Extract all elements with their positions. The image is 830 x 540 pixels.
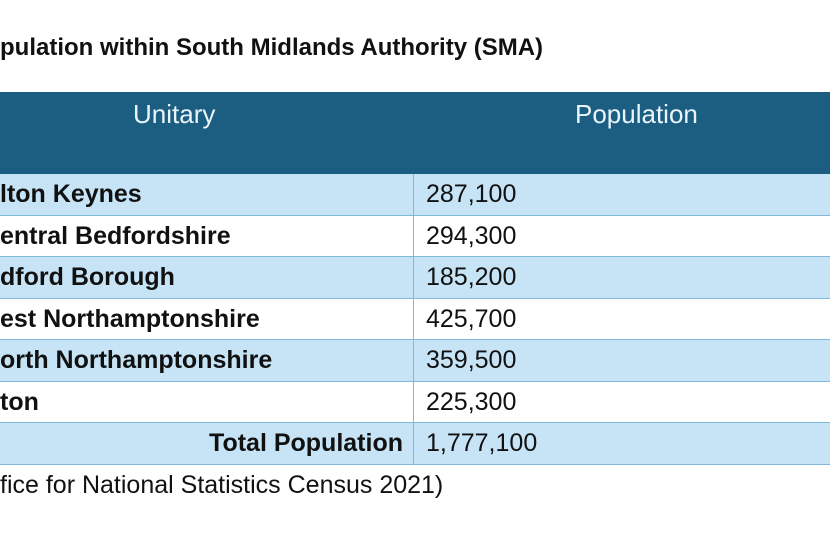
table-row: ton 225,300 xyxy=(0,381,830,423)
table-row: lton Keynes 287,100 xyxy=(0,174,830,216)
header-unitary: Unitary xyxy=(133,99,216,129)
population-cell: 425,700 xyxy=(426,304,517,333)
population-table: Unitary Population lton Keynes 287,100 en… xyxy=(0,92,830,465)
unitary-cell: dford Borough xyxy=(0,257,414,298)
unitary-cell: lton Keynes xyxy=(0,174,414,215)
total-label: Total Population xyxy=(0,423,414,464)
header-population: Population xyxy=(575,99,698,129)
total-value: 1,777,100 xyxy=(426,429,538,457)
table-title: pulation within South Midlands Authority… xyxy=(0,34,544,61)
population-cell: 359,500 xyxy=(426,346,517,374)
table-row: orth Northamptonshire 359,500 xyxy=(0,340,830,382)
total-row: Total Population 1,777,100 xyxy=(0,423,830,465)
unitary-cell: ton xyxy=(0,381,414,422)
table-row: dford Borough 185,200 xyxy=(0,257,830,299)
population-cell: 185,200 xyxy=(426,263,517,291)
unitary-cell: est Northamptonshire xyxy=(0,298,414,339)
unitary-cell: orth Northamptonshire xyxy=(0,340,414,381)
table-row: entral Bedfordshire 294,300 xyxy=(0,215,830,257)
population-cell: 287,100 xyxy=(426,180,517,208)
source-footnote: fice for National Statistics Census 2021… xyxy=(0,471,444,499)
population-cell: 225,300 xyxy=(426,387,517,416)
table-header: Unitary Population xyxy=(0,92,830,174)
unitary-cell: entral Bedfordshire xyxy=(0,215,414,256)
table-row: est Northamptonshire 425,700 xyxy=(0,298,830,340)
population-cell: 294,300 xyxy=(426,221,517,250)
